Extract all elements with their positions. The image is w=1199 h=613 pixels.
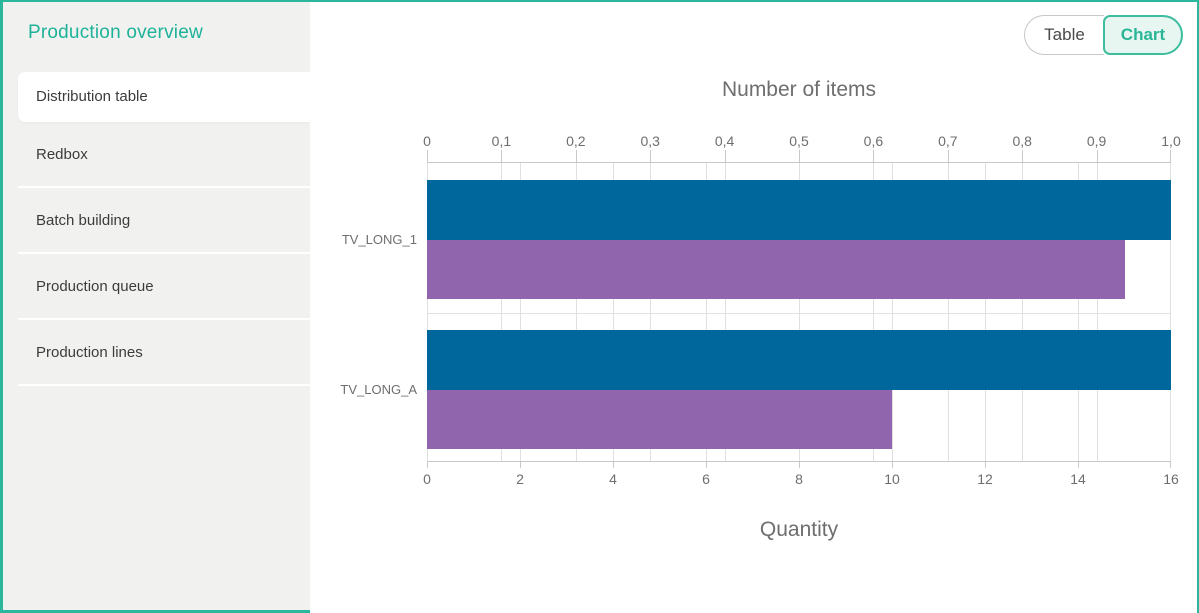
top-axis-tick-label: 0,7: [938, 133, 958, 149]
top-axis-tick-label: 0,1: [491, 133, 512, 149]
bottom-axis-tick-label: 2: [516, 471, 524, 487]
top-axis-tick-mark: [724, 150, 726, 163]
bottom-axis-tick-label: 6: [702, 471, 710, 487]
accent-border-left: [0, 0, 3, 613]
gridline-vertical: [1022, 163, 1024, 461]
blue-series-bar: [427, 180, 1171, 240]
bottom-axis-tick-mark: [706, 461, 707, 468]
sidebar-nav: Distribution table Redbox Batch building…: [18, 72, 310, 386]
view-toggle: Table Chart: [1024, 15, 1183, 55]
top-axis-tick-mark: [575, 150, 577, 163]
bottom-axis-tick-label: 0: [423, 471, 431, 487]
bottom-axis-tick-mark: [799, 461, 800, 468]
bottom-axis-tick-label: 4: [609, 471, 617, 487]
plot-area: TV_LONG_1 TV_LONG_A: [340, 150, 1171, 468]
top-axis-tick-mark: [799, 150, 800, 163]
bottom-axis: 0 2 4 6 8 10 12 14 16: [423, 471, 1179, 489]
bottom-axis-tick-label: 16: [1163, 471, 1179, 487]
top-axis-tick-mark: [501, 150, 503, 163]
sidebar-title: Production overview: [28, 22, 203, 43]
top-axis-tick-label: 0,9: [1086, 133, 1107, 149]
purple-series-bar: [427, 239, 1125, 299]
table-view-button[interactable]: Table: [1024, 15, 1104, 55]
bottom-axis-tick-label: 8: [795, 471, 803, 487]
sidebar-item-redbox[interactable]: Redbox: [18, 122, 310, 188]
top-axis-tick-label: 0,6: [863, 133, 884, 149]
bottom-axis-tick-mark: [613, 461, 614, 468]
bottom-axis-tick-label: 12: [977, 471, 993, 487]
gridline-vertical: [1096, 163, 1098, 461]
gridline-vertical: [427, 163, 428, 461]
top-axis-tick-mark: [1022, 150, 1024, 163]
sidebar-item-distribution-table[interactable]: Distribution table: [18, 72, 310, 122]
accent-border-right: [1197, 0, 1199, 613]
gridline-vertical: [650, 163, 652, 461]
top-axis-tick-mark: [873, 150, 875, 163]
top-axis-tick-label: 0,4: [714, 133, 735, 149]
accent-border-top: [0, 0, 1199, 2]
top-axis-tick-label: 0,3: [640, 133, 660, 149]
top-axis-tick-mark: [947, 150, 949, 163]
blue-series-bar: [427, 330, 1171, 390]
sidebar-item-production-queue[interactable]: Production queue: [18, 254, 310, 320]
gridline-vertical: [706, 163, 707, 461]
main-content: Table Chart: [310, 2, 1197, 613]
top-axis-tick-mark: [1096, 150, 1098, 163]
gridline-vertical: [985, 163, 986, 461]
sidebar: Production overview Distribution table R…: [3, 2, 310, 613]
top-axis-tick-label: 0: [423, 133, 431, 149]
category-separator-line: [427, 313, 1171, 314]
sidebar-item-batch-building[interactable]: Batch building: [18, 188, 310, 254]
top-axis-tick-mark: [1170, 150, 1171, 163]
gridline-vertical: [575, 163, 577, 461]
gridline-vertical: [1170, 163, 1171, 461]
gridline-vertical: [724, 163, 726, 461]
gridline-vertical: [520, 163, 521, 461]
bottom-axis-tick-mark: [985, 461, 986, 468]
bottom-axis-tick-mark: [1078, 461, 1079, 468]
chart-view-button[interactable]: Chart: [1103, 15, 1183, 55]
gridline-vertical: [613, 163, 614, 461]
bottom-axis-tick-mark: [892, 461, 893, 468]
gridline-vertical: [873, 163, 875, 461]
gridline-vertical: [799, 163, 800, 461]
gridline-vertical: [892, 163, 893, 461]
gridline-vertical: [947, 163, 949, 461]
category-label: TV_LONG_1: [341, 231, 417, 247]
category-label: TV_LONG_A: [340, 381, 417, 397]
bottom-axis-tick-mark: [427, 461, 428, 468]
bottom-axis-tick-label: 14: [1070, 471, 1086, 487]
bottom-axis-tick-label: 10: [884, 471, 900, 487]
gridline-vertical: [1078, 163, 1079, 461]
gridline-vertical: [501, 163, 503, 461]
top-axis-tick-label: 1,0: [1161, 133, 1181, 149]
top-axis: 0 0,1 0,2 0,3 0,4 0,5 0,6 0,7 0,8 0,9 1,0: [423, 133, 1181, 151]
bottom-axis-tick-mark: [520, 461, 521, 468]
top-axis-tick-label: 0,2: [566, 133, 586, 149]
bottom-axis-title: Quantity: [759, 518, 839, 541]
top-axis-tick-label: 0,5: [789, 133, 809, 149]
bottom-axis-tick-mark: [1170, 461, 1171, 468]
chart-title: Number of items: [721, 78, 877, 101]
top-axis-tick-label: 0,8: [1012, 133, 1032, 149]
top-axis-tick-mark: [650, 150, 652, 163]
sidebar-item-production-lines[interactable]: Production lines: [18, 320, 310, 386]
purple-series-bar: [427, 389, 892, 449]
top-axis-tick-mark: [427, 150, 428, 163]
